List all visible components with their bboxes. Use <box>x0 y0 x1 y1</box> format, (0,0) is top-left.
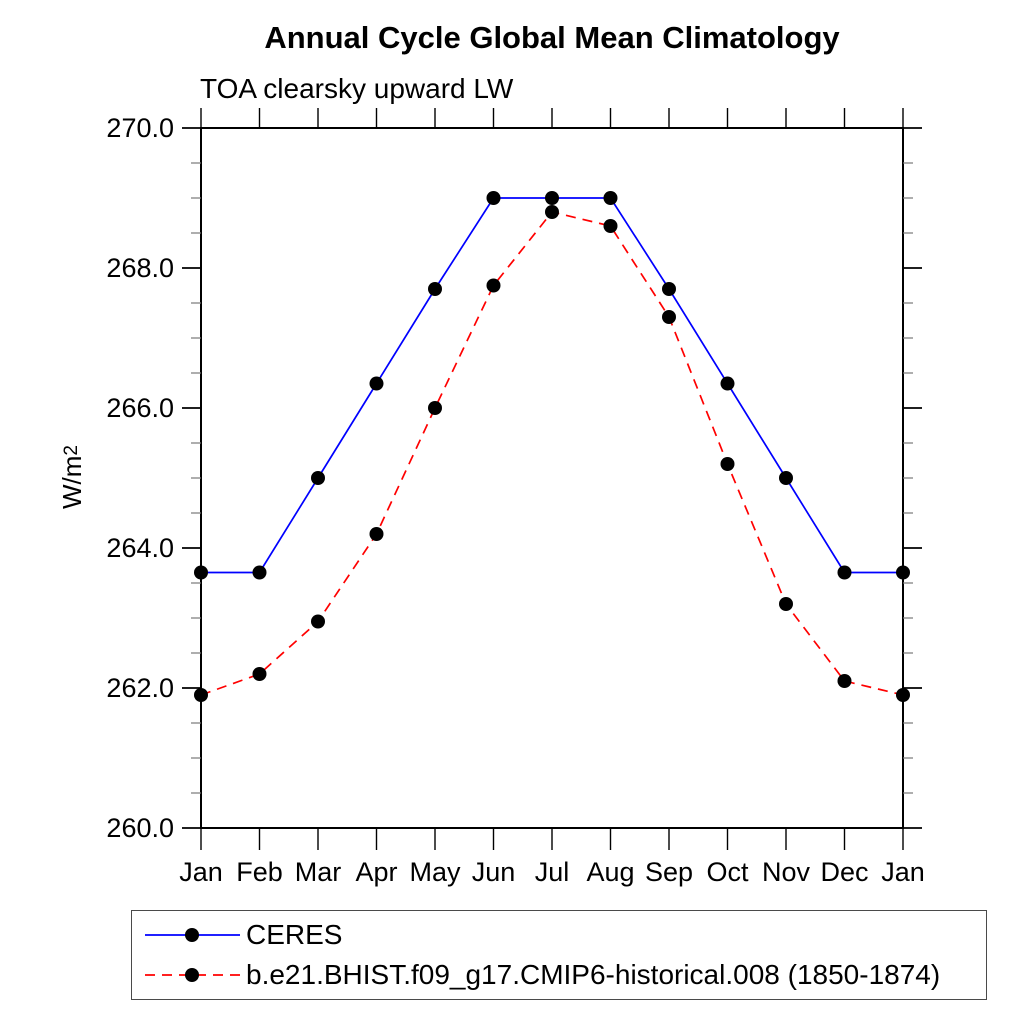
series-1-marker <box>837 674 852 688</box>
series-0-marker <box>545 191 559 205</box>
x-tick-label: Dec <box>820 857 868 887</box>
series-1-marker <box>603 219 618 233</box>
legend-item-ceres: CERES <box>142 920 986 950</box>
series-1-marker <box>486 278 501 293</box>
x-tick-label: May <box>409 857 461 887</box>
x-tick-label: Mar <box>295 857 342 887</box>
legend-label-ceres: CERES <box>246 919 343 950</box>
series-1-marker <box>311 614 325 629</box>
series-1-marker <box>369 527 384 541</box>
y-tick-label: 262.0 <box>106 673 174 703</box>
x-tick-label: Oct <box>706 857 749 887</box>
x-tick-label: Aug <box>586 857 634 887</box>
series-0-marker <box>486 191 501 205</box>
legend: CERES b.e21.BHIST.f09_g17.CMIP6-historic… <box>131 910 987 1000</box>
series-0-marker <box>311 471 325 485</box>
x-tick-label: Jan <box>881 857 925 887</box>
series-1-marker <box>720 457 735 471</box>
legend-item-model: b.e21.BHIST.f09_g17.CMIP6-historical.008… <box>142 960 986 990</box>
chart-subtitle: TOA clearsky upward LW <box>200 73 514 104</box>
y-tick-label: 268.0 <box>106 253 174 283</box>
series-1-marker <box>545 205 559 219</box>
series-line-1 <box>200 211 904 696</box>
series-0-marker <box>369 376 384 391</box>
y-tick-label: 264.0 <box>106 533 174 563</box>
series-0-marker <box>252 565 267 580</box>
y-axis-label-base: W/m <box>56 455 87 509</box>
series-0-marker <box>603 191 618 205</box>
series-0-marker <box>662 282 676 296</box>
x-tick-label: Sep <box>645 857 693 887</box>
series-0-marker <box>720 376 735 391</box>
x-tick-label: Jul <box>535 857 570 887</box>
y-axis-label: W/m 2 <box>50 415 94 539</box>
series-1-marker <box>194 688 208 702</box>
series-1-marker <box>662 310 676 324</box>
legend-label-model: b.e21.BHIST.f09_g17.CMIP6-historical.008… <box>246 959 941 990</box>
series-1-marker <box>779 597 793 611</box>
y-tick-label: 260.0 <box>106 813 174 843</box>
y-axis-label-exponent: 2 <box>61 445 82 456</box>
x-tick-label: Jun <box>472 857 516 887</box>
series-line-0 <box>201 197 903 574</box>
x-tick-label: Nov <box>762 857 811 887</box>
x-tick-label: Feb <box>236 857 283 887</box>
series-0-marker <box>194 565 208 580</box>
chart-title: Annual Cycle Global Mean Climatology <box>264 20 840 55</box>
series-1-marker <box>428 401 442 415</box>
plot-frame <box>200 127 904 829</box>
series-1-marker <box>252 667 267 681</box>
x-tick-label: Apr <box>355 857 397 887</box>
x-tick-label: Jan <box>179 857 223 887</box>
series-0-marker <box>896 565 910 580</box>
legend-swatch-ceres-line-icon <box>145 928 240 942</box>
y-tick-label: 270.0 <box>106 113 174 143</box>
series-0-marker <box>779 471 793 485</box>
series-0-marker <box>837 565 852 580</box>
y-tick-label: 266.0 <box>106 393 174 423</box>
series-1-marker <box>896 688 910 702</box>
legend-swatch-model-line-icon <box>145 968 240 982</box>
series-0-marker <box>428 282 442 296</box>
